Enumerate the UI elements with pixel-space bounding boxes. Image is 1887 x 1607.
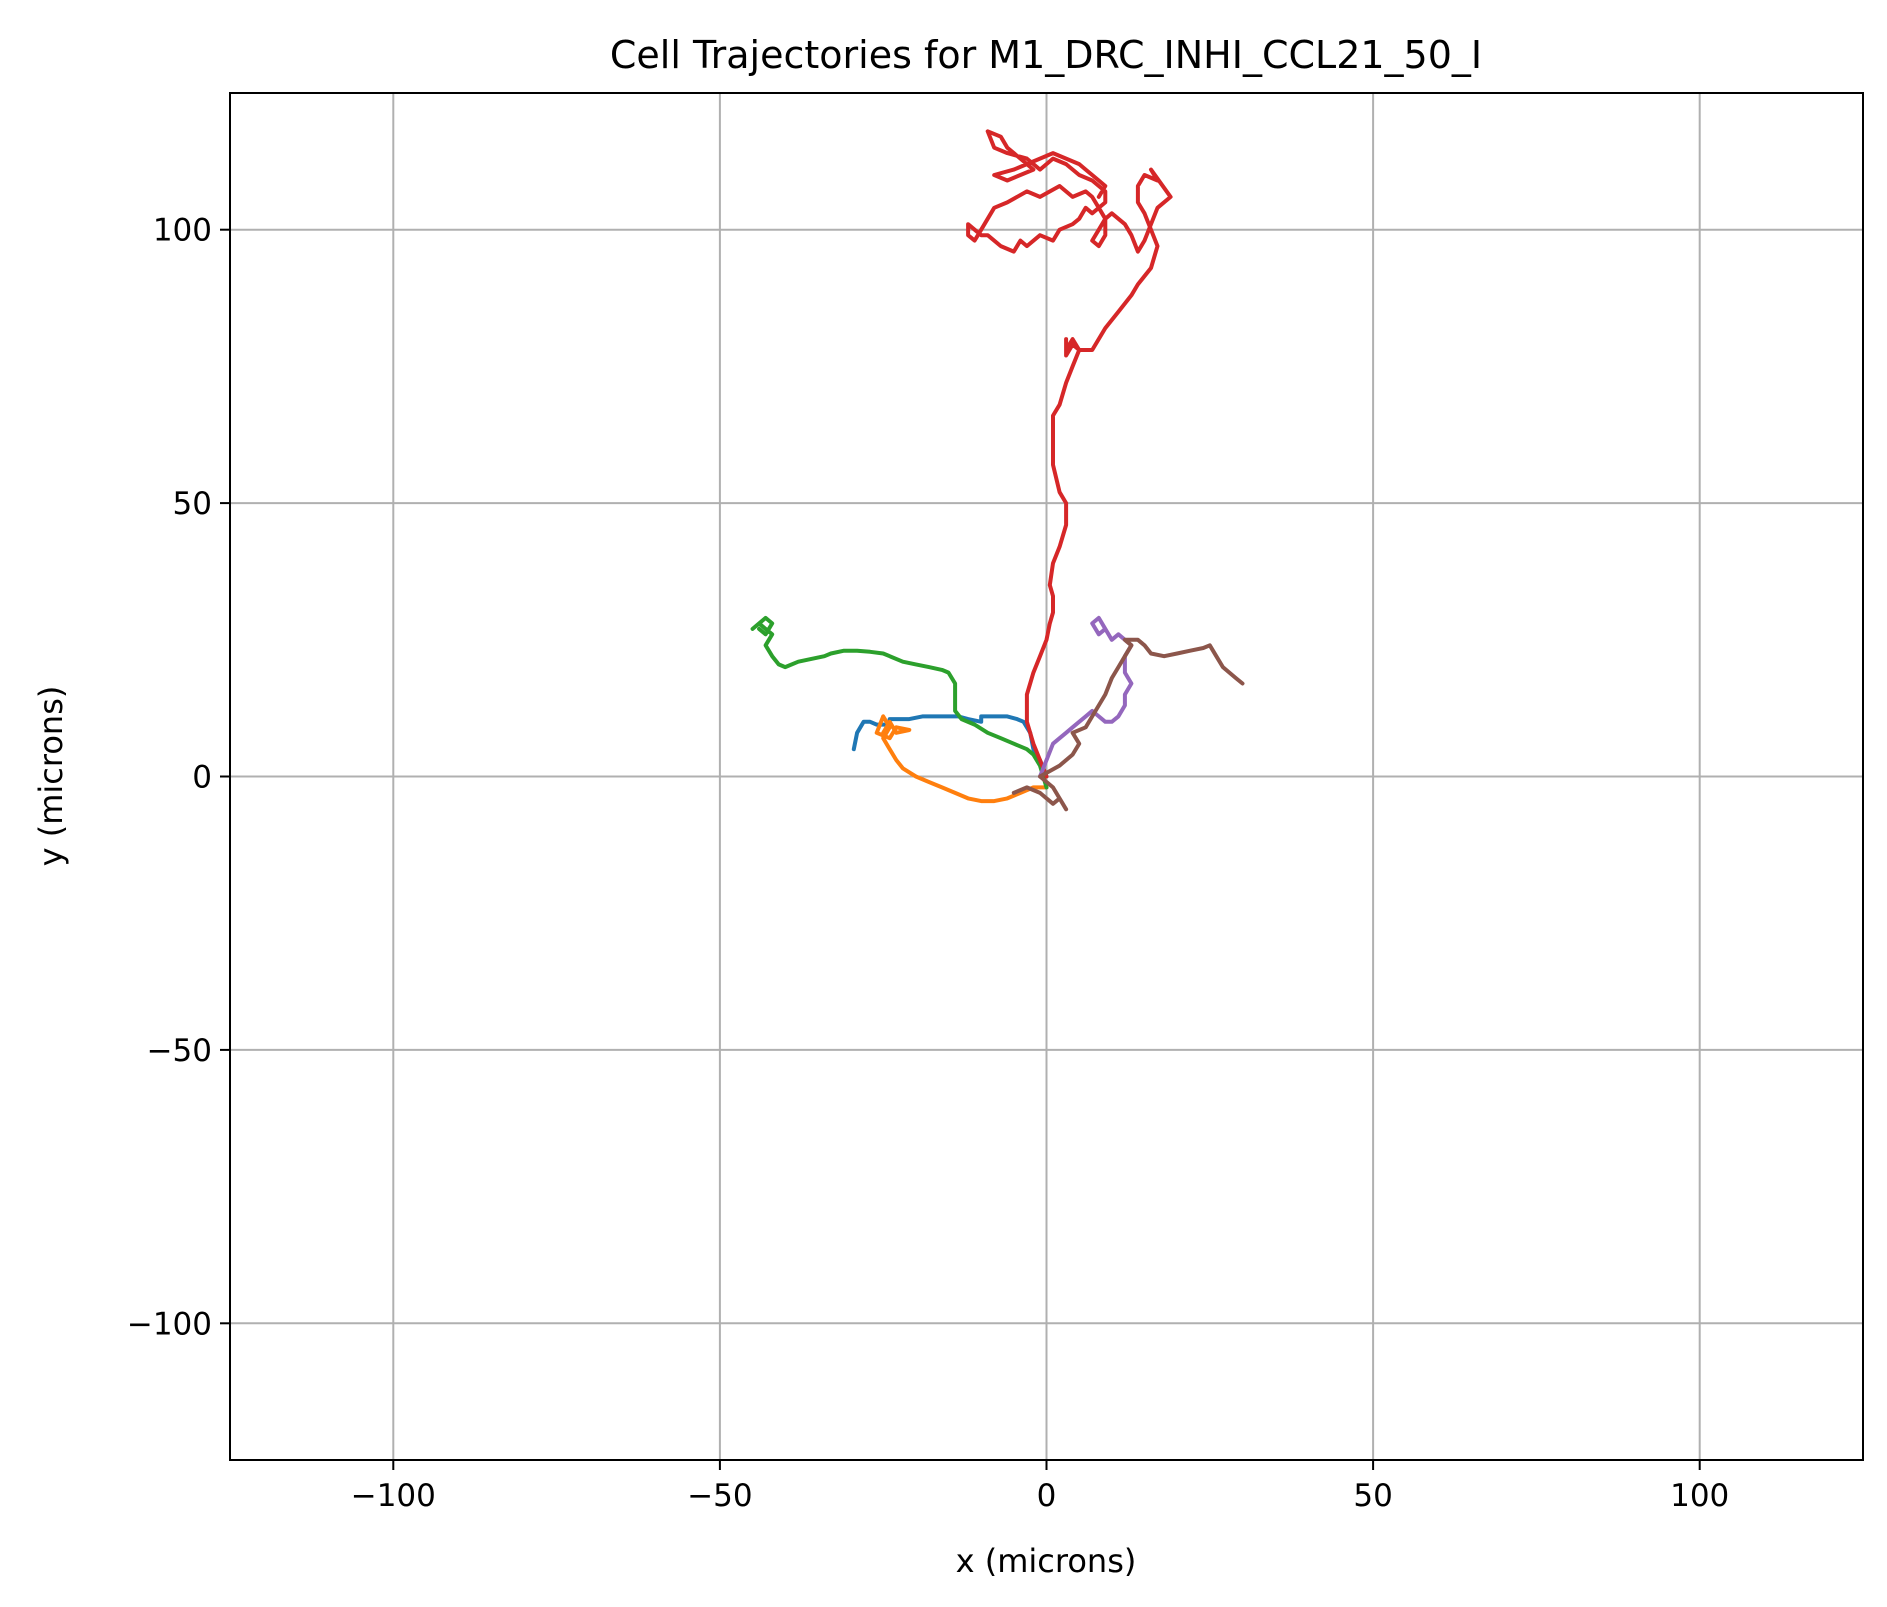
series-group [750, 129, 1245, 812]
y-tick-label: 50 [173, 486, 212, 522]
trajectory-line-2 [874, 714, 1049, 804]
x-axis-label: x (microns) [956, 1542, 1137, 1580]
chart-title: Cell Trajectories for M1_DRC_INHI_CCL21_… [610, 33, 1482, 77]
y-axis-label: y (microns) [32, 686, 70, 867]
y-tick-label: −100 [127, 1306, 212, 1342]
trajectory-line-3 [750, 615, 1049, 790]
x-tick-label: −50 [687, 1478, 752, 1514]
trajectory-line-6 [1011, 637, 1245, 812]
y-tick-label: 0 [192, 760, 212, 796]
trajectory-line-4 [966, 129, 1173, 779]
y-tick-label: 100 [153, 213, 212, 249]
y-tick-label: −50 [147, 1033, 212, 1069]
trajectory-line-5 [1038, 615, 1134, 779]
x-tick-label: −100 [351, 1478, 436, 1514]
x-tick-label: 0 [1037, 1478, 1057, 1514]
ticks: −100 −50 0 50 100 −100 −50 0 50 100 [127, 213, 1729, 1514]
x-tick-label: 100 [1670, 1478, 1729, 1514]
trajectory-line-1 [851, 714, 1049, 779]
x-tick-label: 50 [1353, 1478, 1392, 1514]
